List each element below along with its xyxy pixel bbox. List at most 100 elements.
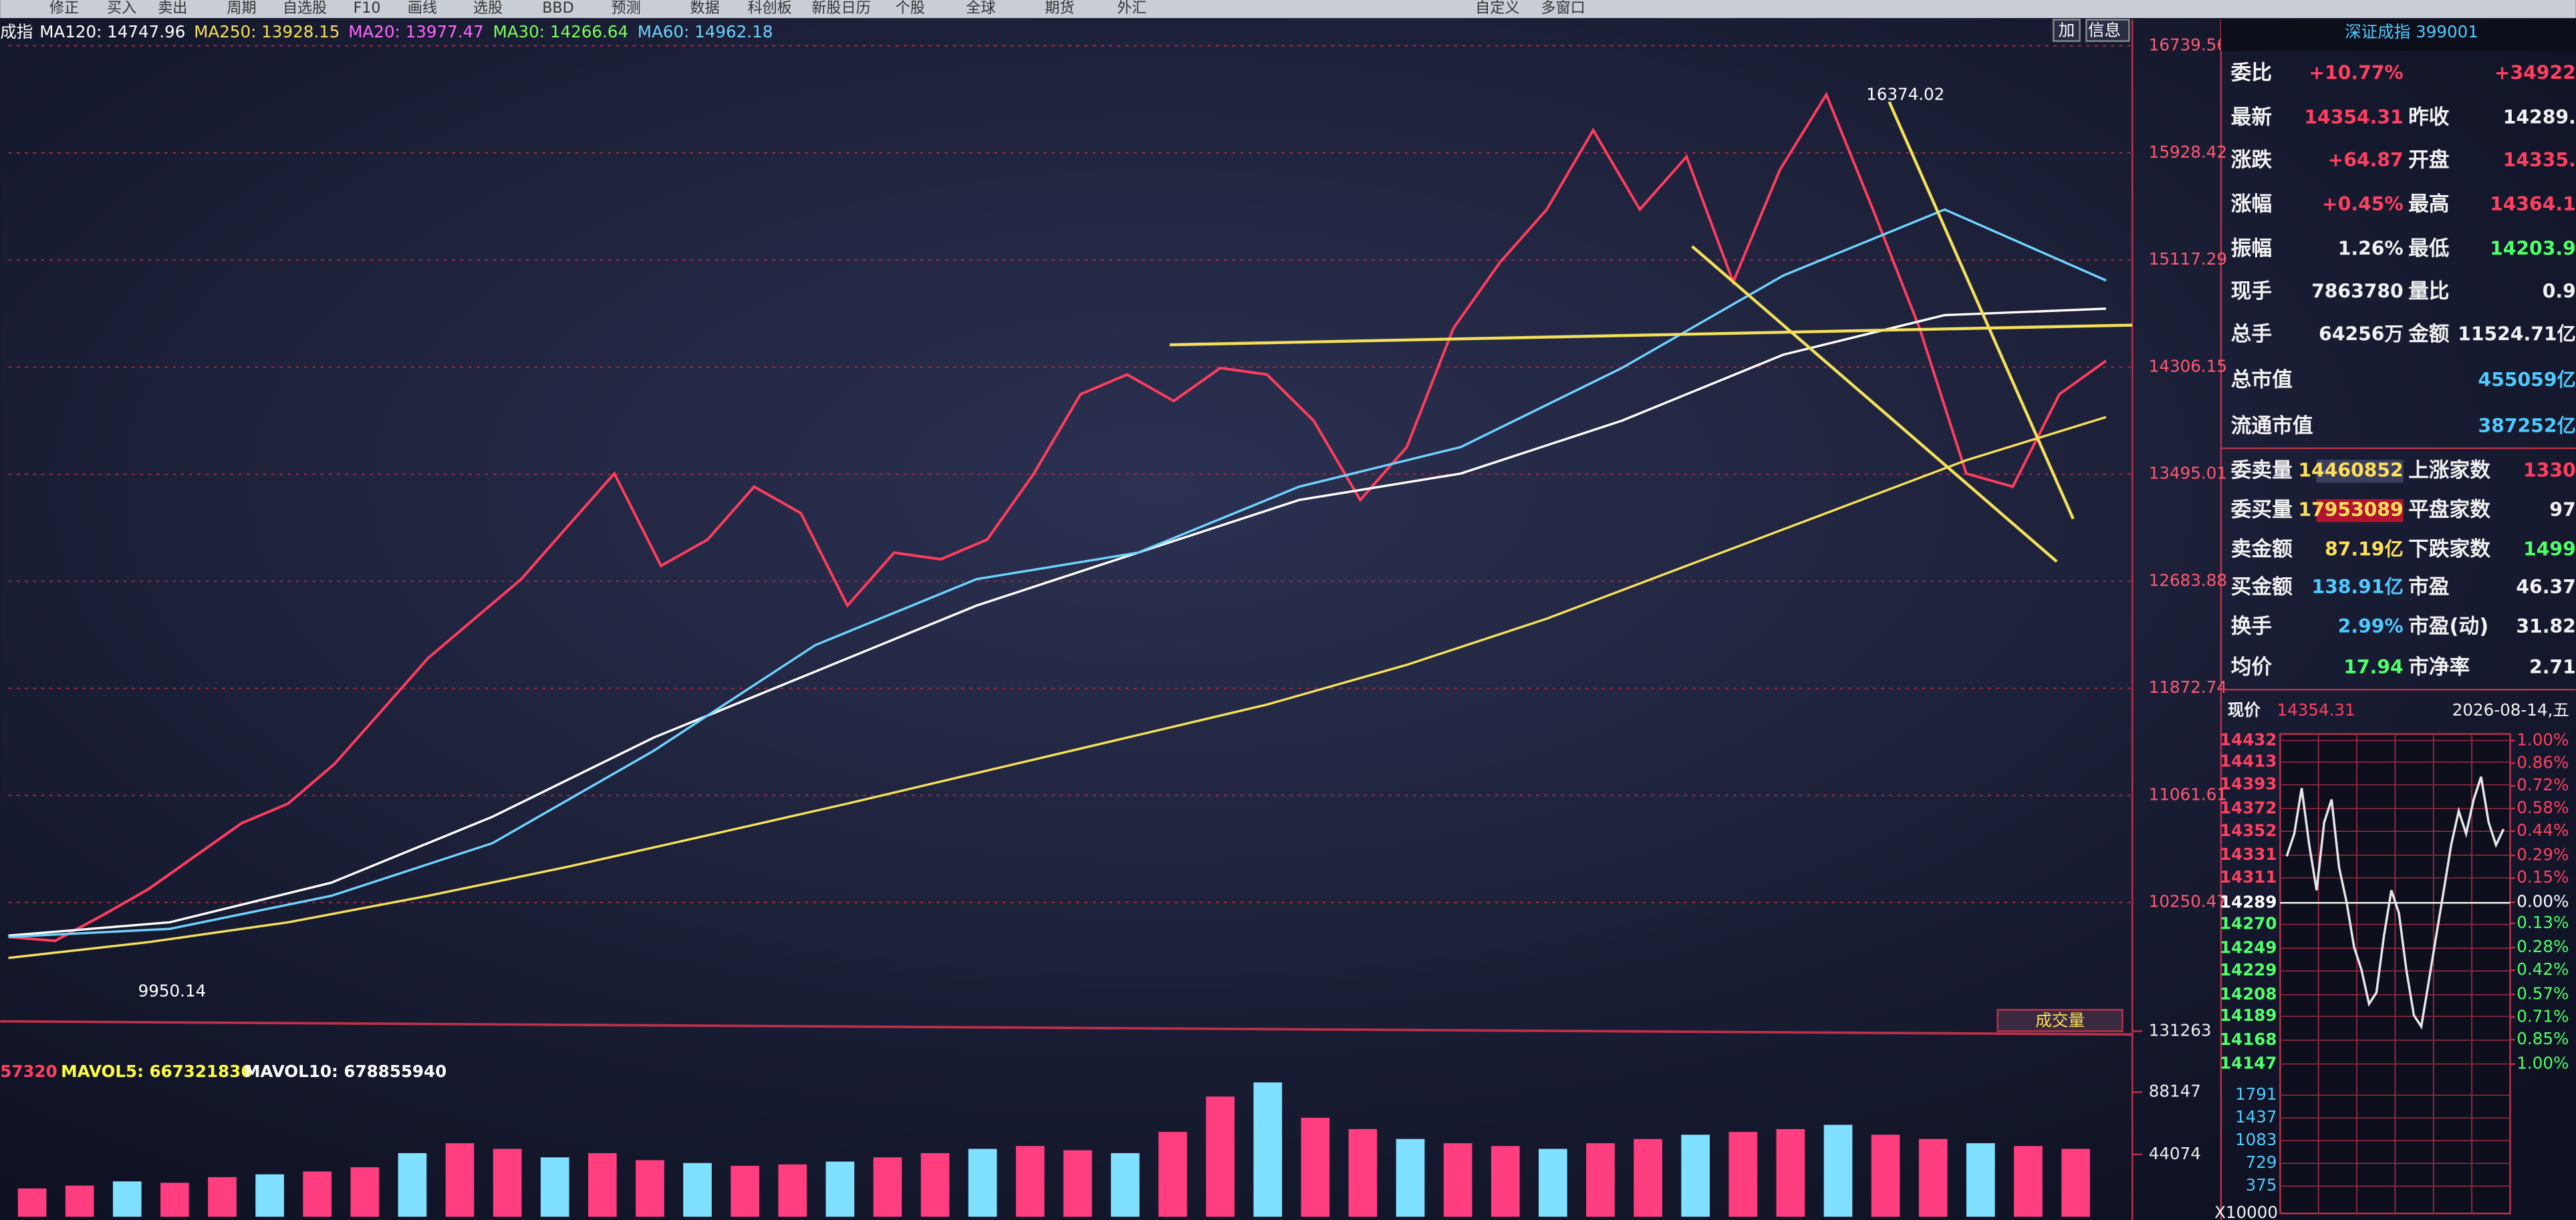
volume-bar <box>1253 1082 1283 1217</box>
toolbar-item[interactable]: 全球 <box>966 0 995 17</box>
row-value: 1.26% <box>2338 238 2404 260</box>
toolbar-item[interactable]: 自选股 <box>283 0 327 17</box>
y-tick-label: 14413 <box>2220 752 2277 771</box>
volume-bar <box>493 1149 522 1217</box>
toolbar-item[interactable]: 周期 <box>227 0 256 17</box>
y-tick-label: 14289 <box>2220 892 2277 911</box>
row-label: 最高 <box>2408 192 2449 216</box>
toolbar-item[interactable]: 预测 <box>611 0 640 17</box>
row-label: 现手 <box>2231 279 2272 303</box>
toolbar-item[interactable]: BBD <box>542 0 573 17</box>
volume-bar <box>1443 1143 1472 1217</box>
volume-bar <box>350 1167 380 1217</box>
row-label: 流通市值 <box>2231 414 2313 438</box>
volume-bar <box>1966 1143 1995 1217</box>
side-button[interactable] <box>2053 19 2081 42</box>
row-label: 委买量 <box>2231 498 2293 522</box>
volume-bar <box>540 1157 569 1217</box>
row-value: 2.71 <box>2529 656 2576 678</box>
row-label: 上涨家数 <box>2408 458 2490 482</box>
toolbar-item[interactable]: 修正 <box>49 0 79 17</box>
volume-bar <box>1491 1146 1520 1217</box>
toolbar-item[interactable]: 数据 <box>690 0 719 17</box>
volume-bar <box>1111 1153 1140 1217</box>
side-button-label[interactable]: 加 <box>2059 21 2075 40</box>
volume-bar <box>588 1153 617 1217</box>
volume-bar <box>1776 1128 1805 1217</box>
y-tick-label: 131263 <box>2149 1020 2212 1040</box>
toolbar-item[interactable]: 期货 <box>1045 0 1074 17</box>
row-label: 量比 <box>2408 279 2449 303</box>
volume-bar <box>1301 1117 1330 1217</box>
legend-entry: MAVOL10: 678855940 <box>244 1062 446 1081</box>
volume-tick-label: 729 <box>2246 1153 2277 1172</box>
toolbar-item[interactable]: 科创板 <box>747 0 791 17</box>
volume-bar <box>17 1188 47 1217</box>
row-label: 总手 <box>2231 322 2272 346</box>
row-value: +64.87 <box>2328 149 2404 171</box>
row-value: +34922 <box>2494 62 2576 84</box>
row-value: 14289. <box>2503 106 2576 128</box>
toolbar-item[interactable]: 个股 <box>896 0 925 17</box>
value-highlight <box>2316 499 2404 522</box>
high-annotation: 16374.02 <box>1866 85 1944 104</box>
row-label: 换手 <box>2231 614 2272 638</box>
legend-entry: MA30: 14266.64 <box>493 22 629 41</box>
quote: 14354.31 <box>2277 700 2355 720</box>
volume-label[interactable]: 成交量 <box>2035 1011 2085 1030</box>
volume-tick-label: 1791 <box>2235 1084 2277 1104</box>
toolbar-item[interactable]: 外汇 <box>1117 0 1146 17</box>
intraday-chart: 14432 14413 14393 14372 14352 14331 14311 14289… <box>2214 730 2569 1220</box>
volume-unit: X10000 <box>2214 1203 2278 1220</box>
y-tick-label: 15928.42 <box>2149 142 2227 162</box>
toolbar-item[interactable]: 选股 <box>473 0 503 17</box>
row-value: 2.99% <box>2338 615 2404 637</box>
side-button-label[interactable]: 信息 <box>2088 21 2121 40</box>
toolbar-item[interactable]: 新股日历 <box>811 0 870 17</box>
side-button[interactable] <box>2085 19 2130 42</box>
y2-tick-label: 0.57% <box>2517 983 2569 1003</box>
y2-tick-label: 0.15% <box>2517 867 2569 887</box>
trend-line <box>1170 323 2133 347</box>
toolbar-item[interactable]: F10 <box>354 0 381 17</box>
row-value: 14203.9 <box>2490 238 2576 260</box>
y-tick-label: 14393 <box>2220 774 2277 794</box>
quote-label: 现价 <box>2228 700 2261 720</box>
volume-bar <box>1348 1128 1378 1217</box>
toolbar-item[interactable]: 卖出 <box>158 0 187 17</box>
row-value: 97 <box>2549 498 2575 520</box>
y2-tick-label: 0.58% <box>2517 798 2569 817</box>
row-label: 卖金额 <box>2231 537 2293 561</box>
pane-divider <box>0 1020 2133 1036</box>
volume-tick-label: 1437 <box>2235 1107 2277 1126</box>
row-value: 31.82 <box>2516 615 2575 637</box>
row-value: 14460852 <box>2298 459 2403 481</box>
volume-bar <box>825 1161 855 1217</box>
toolbar-item[interactable]: 画线 <box>408 0 437 17</box>
toolbar-item[interactable]: 多窗口 <box>1541 0 1585 17</box>
price-chart: 10250.47 11061.61 11872.74 12683.88 13495.01… <box>8 22 2227 959</box>
volume-bar <box>1539 1149 1567 1217</box>
legend-entry: MA120: 14747.96 <box>39 22 185 41</box>
y2-tick-label: 0.71% <box>2517 1006 2569 1026</box>
toolbar-item[interactable]: 买入 <box>107 0 136 17</box>
volume-chart: 44074 88147 131263 57320 MAVOL5: 667321836MA… <box>0 1020 2212 1217</box>
volume-bar <box>1918 1138 1948 1217</box>
toolbar-item[interactable]: 自定义 <box>1475 0 1519 17</box>
volume-bar <box>873 1157 902 1217</box>
volume-bar <box>1158 1132 1187 1217</box>
trend-lines <box>1170 101 2133 563</box>
row-label: 昨收 <box>2408 105 2450 129</box>
y2-tick-label: 1.00% <box>2517 1054 2569 1073</box>
row-label: 涨跌 <box>2231 148 2273 172</box>
volume-tick-label: 375 <box>2246 1175 2277 1195</box>
trend-line <box>1888 101 2075 520</box>
y-tick-label: 88147 <box>2149 1082 2201 1101</box>
y-tick-label: 14331 <box>2220 845 2277 864</box>
volume-bar <box>1396 1138 1425 1217</box>
row-value: 1330 <box>2523 459 2576 481</box>
y-tick-label: 11872.74 <box>2149 677 2227 697</box>
row-label: 委比 <box>2231 61 2272 85</box>
volume-label-box[interactable] <box>1997 1009 2123 1032</box>
y-tick-label: 16739.56 <box>2149 35 2227 55</box>
